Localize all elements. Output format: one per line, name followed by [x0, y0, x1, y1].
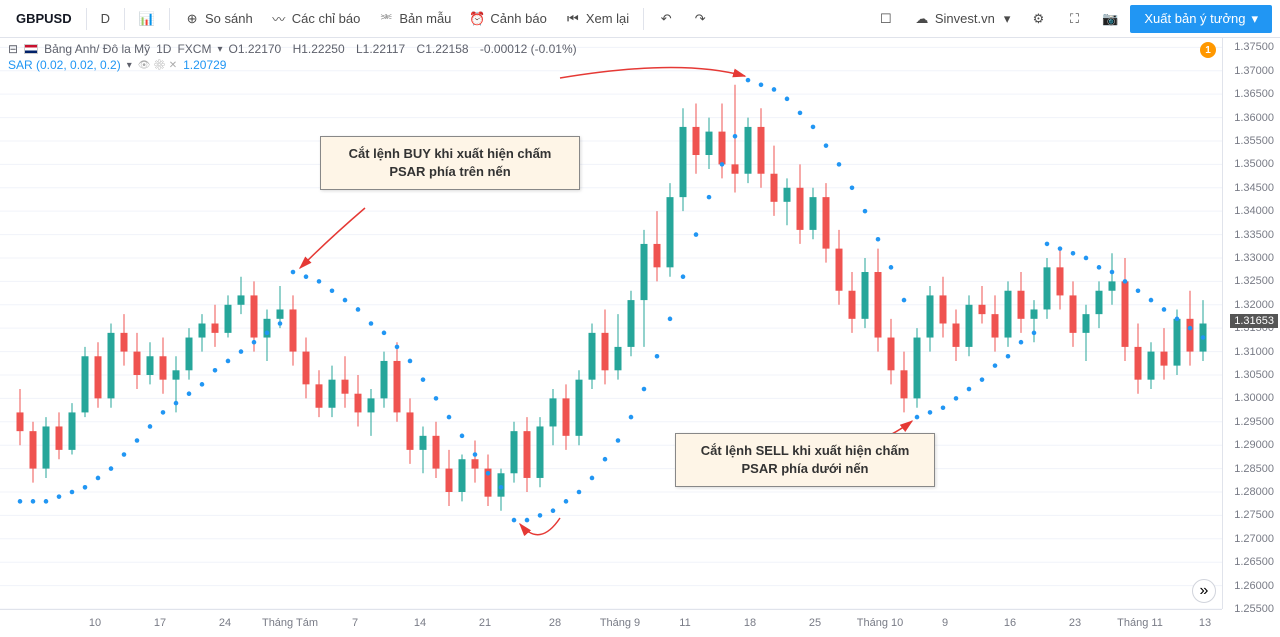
indicators-button[interactable]: 〰Các chỉ báo [263, 7, 369, 31]
x-tick-label: 28 [549, 617, 561, 629]
x-tick-label: 21 [479, 617, 491, 629]
x-tick-label: Tháng Tám [262, 617, 318, 629]
toolbar: GBPUSD D 📊 ⊕So sánh 〰Các chỉ báo ⎃Bản mẫ… [0, 0, 1280, 38]
y-tick-label: 1.32000 [1234, 299, 1274, 311]
y-tick-label: 1.36500 [1234, 88, 1274, 100]
y-axis[interactable]: 1.37500 1.37000 1.36500 1.36000 1.35500 1.350… [1222, 38, 1280, 609]
ohlc-display: O1.22170 H1.22250 L1.22117 C1.22158 -0.0… [229, 42, 581, 56]
redo-icon[interactable]: ↷ [684, 7, 716, 31]
annotation-buy: Cắt lệnh BUY khi xuất hiện chấm PSAR phí… [320, 136, 580, 190]
fullscreen-icon[interactable]: ⛶ [1058, 7, 1090, 31]
x-tick-label: Tháng 11 [1117, 617, 1163, 629]
y-tick-label: 1.32500 [1234, 275, 1274, 287]
x-tick-label: 23 [1069, 617, 1081, 629]
y-tick-label: 1.25500 [1234, 603, 1274, 615]
candlestick-chart[interactable] [0, 38, 1222, 609]
flag-icon [24, 44, 38, 54]
sar-value: 1.20729 [183, 58, 226, 72]
templates-button[interactable]: ⎃Bản mẫu [370, 7, 459, 31]
x-tick-label: 11 [679, 617, 690, 629]
y-tick-label: 1.26000 [1234, 580, 1274, 592]
y-tick-label: 1.29000 [1234, 439, 1274, 451]
x-tick-label: 7 [352, 617, 358, 629]
interval-selector[interactable]: D [93, 7, 118, 30]
y-tick-label: 1.26500 [1234, 556, 1274, 568]
checkbox-icon[interactable]: ☐ [870, 7, 902, 31]
x-tick-label: 17 [154, 617, 166, 629]
goto-latest-icon[interactable]: » [1192, 579, 1216, 603]
replay-button[interactable]: ⏮Xem lại [557, 7, 637, 31]
annotation-sell: Cắt lệnh SELL khi xuất hiện chấm PSAR ph… [675, 433, 935, 487]
x-tick-label: 14 [414, 617, 426, 629]
settings-icon[interactable]: ⚙ [1022, 7, 1054, 31]
y-tick-label: 1.37500 [1234, 41, 1274, 53]
y-tick-label: 1.31000 [1234, 346, 1274, 358]
collapse-icon[interactable]: ⊟ [8, 42, 18, 56]
y-tick-label: 1.35500 [1234, 135, 1274, 147]
compare-button[interactable]: ⊕So sánh [176, 7, 261, 31]
chart-area[interactable] [0, 38, 1222, 609]
y-tick-label: 1.28000 [1234, 486, 1274, 498]
alert-button[interactable]: ⏰Cảnh báo [461, 7, 554, 31]
y-tick-label: 1.36000 [1234, 112, 1274, 124]
x-tick-label: 18 [744, 617, 756, 629]
y-tick-label: 1.34500 [1234, 182, 1274, 194]
y-tick-label: 1.33000 [1234, 252, 1274, 264]
current-price-tag: 1.31653 [1230, 314, 1278, 328]
timeframe: 1D [156, 42, 171, 56]
x-tick-label: 24 [219, 617, 231, 629]
y-tick-label: 1.27000 [1234, 533, 1274, 545]
pair-name: Bảng Anh/ Đô la Mỹ [44, 42, 150, 56]
sar-indicator-name[interactable]: SAR (0.02, 0.02, 0.2) [8, 58, 121, 72]
snapshot-icon[interactable]: 📷 [1094, 7, 1126, 31]
y-tick-label: 1.27500 [1234, 509, 1274, 521]
y-tick-label: 1.37000 [1234, 65, 1274, 77]
y-tick-label: 1.28500 [1234, 463, 1274, 475]
undo-icon[interactable]: ↶ [650, 7, 682, 31]
y-tick-label: 1.29500 [1234, 416, 1274, 428]
publish-button[interactable]: Xuất bản ý tưởng▾ [1130, 5, 1272, 33]
x-axis[interactable]: 10 17 24 Tháng Tám 7 14 21 28 Tháng 9 11 18 25 Tháng… [0, 609, 1222, 637]
brand-label[interactable]: ☁Sinvest.vn▾ [906, 7, 1019, 31]
alert-badge[interactable]: 1 [1200, 42, 1216, 58]
x-tick-label: 25 [809, 617, 821, 629]
x-tick-label: 16 [1004, 617, 1016, 629]
y-tick-label: 1.34000 [1234, 205, 1274, 217]
y-tick-label: 1.30000 [1234, 392, 1274, 404]
y-tick-label: 1.35000 [1234, 158, 1274, 170]
y-tick-label: 1.30500 [1234, 369, 1274, 381]
x-tick-label: Tháng 10 [857, 617, 903, 629]
info-strip: ⊟ Bảng Anh/ Đô la Mỹ 1D FXCM ▾ O1.22170 … [8, 42, 581, 74]
x-tick-label: 9 [942, 617, 948, 629]
y-tick-label: 1.33500 [1234, 229, 1274, 241]
x-tick-label: 13 [1199, 617, 1211, 629]
broker: FXCM [177, 42, 211, 56]
candles-icon[interactable]: 📊 [131, 7, 163, 31]
x-tick-label: 10 [89, 617, 101, 629]
symbol-selector[interactable]: GBPUSD [8, 7, 80, 30]
x-tick-label: Tháng 9 [600, 617, 640, 629]
